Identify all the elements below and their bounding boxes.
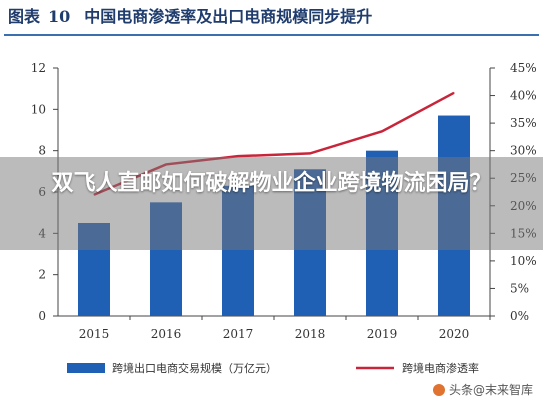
title-rule — [4, 34, 539, 36]
y-right-tick-label: 30% — [510, 144, 537, 158]
legend-bar-swatch — [67, 363, 105, 373]
line-point — [381, 130, 383, 132]
headline-overlay — [0, 157, 543, 250]
watermark-text: 头条@末来智库 — [448, 383, 533, 397]
x-tick-label: 2017 — [223, 327, 254, 341]
line-point — [453, 92, 455, 94]
figure-label: 图表 — [8, 7, 41, 26]
y-left-tick-label: 0 — [38, 309, 46, 323]
watermark-logo-icon — [432, 384, 445, 396]
line-point — [237, 155, 239, 157]
y-left-tick-label: 8 — [38, 144, 46, 158]
y-right-tick-label: 40% — [510, 89, 537, 103]
y-left-tick-label: 12 — [31, 61, 46, 75]
figure-title: 图表 10 中国电商渗透率及出口电商规模同步提升 — [8, 4, 372, 30]
x-tick-label: 2018 — [295, 327, 326, 341]
line-point — [309, 152, 311, 154]
y-right-tick-label: 10% — [510, 254, 537, 268]
figure-number: 10 — [48, 7, 71, 26]
x-tick-label: 2019 — [367, 327, 398, 341]
watermark: 头条@末来智库 — [432, 381, 533, 398]
x-tick-label: 2016 — [151, 327, 182, 341]
legend-line-label: 跨境电商渗透率 — [402, 361, 479, 375]
y-right-tick-label: 35% — [510, 116, 537, 130]
x-tick-label: 2020 — [439, 327, 470, 341]
x-tick-label: 2015 — [79, 327, 110, 341]
y-right-tick-label: 5% — [510, 281, 529, 295]
y-left-tick-label: 10 — [31, 102, 46, 116]
figure-title-text: 中国电商渗透率及出口电商规模同步提升 — [84, 7, 373, 26]
headline-text[interactable]: 双飞人直邮如何破解物业企业跨境物流困局？ — [51, 171, 492, 196]
y-right-tick-label: 0% — [510, 309, 529, 323]
y-right-tick-label: 45% — [510, 61, 537, 75]
y-left-tick-label: 2 — [38, 268, 46, 282]
legend-bar-label: 跨境出口电商交易规模（万亿元） — [112, 361, 277, 375]
